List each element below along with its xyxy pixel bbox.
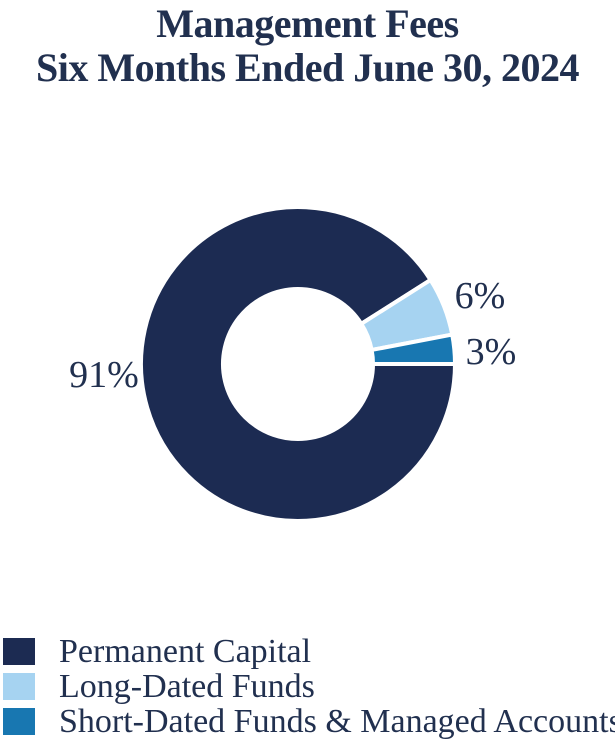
- legend-item: Short-Dated Funds & Managed Accounts: [3, 704, 615, 739]
- donut-segments: [139, 205, 457, 523]
- slice-value-label-permanent-capital: 91%: [69, 354, 139, 396]
- slice-value-label-short-dated-funds: 3%: [465, 331, 517, 373]
- legend-label: Long-Dated Funds: [59, 668, 315, 705]
- slice-value-label-long-dated-funds: 6%: [454, 275, 506, 317]
- legend-item: Long-Dated Funds: [3, 669, 615, 704]
- chart-title-line-1: Management Fees: [156, 1, 459, 46]
- legend-label: Short-Dated Funds & Managed Accounts: [59, 703, 615, 740]
- legend: Permanent Capital Long-Dated Funds Short…: [3, 634, 615, 739]
- legend-swatch-permanent-capital: [3, 638, 35, 665]
- donut-segment: [369, 332, 457, 366]
- legend-label: Permanent Capital: [59, 633, 312, 670]
- legend-item: Permanent Capital: [3, 634, 615, 669]
- legend-swatch-short-dated-funds: [3, 708, 35, 735]
- legend-swatch-long-dated-funds: [3, 673, 35, 700]
- donut-segment: [139, 205, 457, 523]
- chart-title: Management Fees Six Months Ended June 30…: [0, 2, 615, 90]
- chart-title-line-2: Six Months Ended June 30, 2024: [36, 45, 579, 90]
